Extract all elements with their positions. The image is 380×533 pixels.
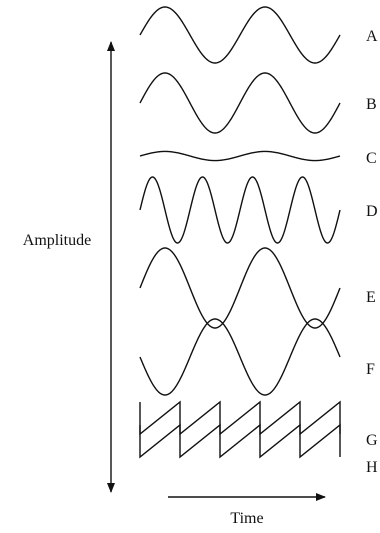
wave-h xyxy=(139,423,341,459)
wave-label-g: G xyxy=(366,432,378,449)
wave-label-d: D xyxy=(366,203,378,220)
wave-e xyxy=(139,247,341,329)
wave-b xyxy=(139,72,341,134)
wave-label-a: A xyxy=(366,28,378,45)
waveform-group: A B C D E F GH xyxy=(139,6,378,476)
wave-d xyxy=(139,176,341,244)
wave-label-f: F xyxy=(366,361,375,378)
time-axis-label: Time xyxy=(230,510,263,527)
wave-g xyxy=(139,400,341,436)
wave-label-c: C xyxy=(366,150,377,167)
wave-c xyxy=(139,150,341,162)
wave-f xyxy=(139,318,341,396)
wave-a xyxy=(139,6,341,64)
amplitude-axis-label: Amplitude xyxy=(23,232,91,249)
wave-label-h: H xyxy=(366,459,378,476)
wave-label-b: B xyxy=(366,96,377,113)
wave-label-e: E xyxy=(366,289,376,306)
